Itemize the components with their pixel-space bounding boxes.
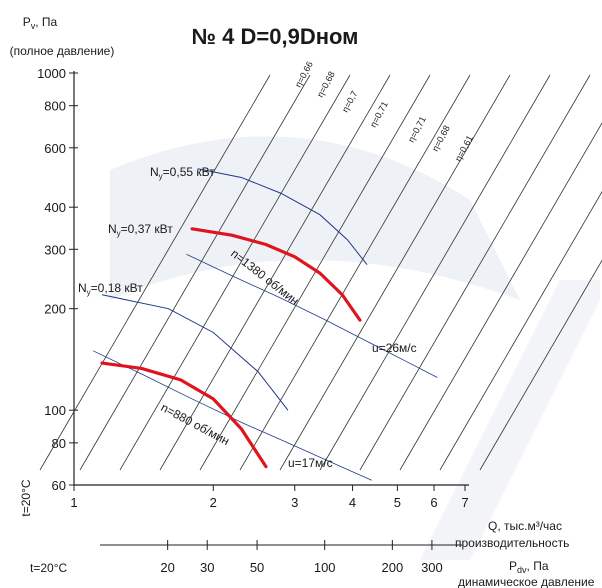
velocity-label: u=26м/с [372, 341, 417, 355]
x-tick-label: 6 [430, 495, 437, 510]
secondary-tick-label: 30 [200, 560, 214, 575]
grid-line [359, 74, 591, 471]
y-axis-description: (полное давление) [10, 44, 115, 58]
efficiency-label: η=0,71 [406, 115, 428, 144]
x-axis-description: производительность [455, 536, 569, 550]
rpm-curve [190, 227, 362, 322]
rpm-curve [100, 361, 268, 469]
x-tick-label: 5 [394, 495, 401, 510]
temperature-label: t=20°С [19, 479, 33, 516]
y-tick-label: 100 [44, 403, 66, 418]
efficiency-label: η=0,7 [340, 89, 360, 114]
power-label: Ny=0,37 кВт [108, 222, 173, 238]
grid-line [239, 74, 471, 471]
y-tick-label: 200 [44, 302, 66, 317]
watermark-logo [110, 136, 520, 300]
efficiency-label: η=0,68 [315, 70, 337, 99]
y-axis-label: Pv, Па [23, 15, 58, 31]
velocity-lines [92, 253, 438, 481]
velocity-line [186, 253, 438, 378]
secondary-axis-description: динамическое давление [458, 575, 595, 588]
x-tick-label: 3 [291, 495, 298, 510]
secondary-tick-label: 200 [382, 560, 404, 575]
grid-line [479, 259, 602, 471]
y-tick-label: 800 [44, 99, 66, 114]
rpm-curves [100, 227, 362, 469]
grid-line [39, 74, 271, 471]
secondary-axis-label: Pdv, Па [509, 559, 549, 575]
grid-line [79, 74, 311, 471]
efficiency-label: η=0,66 [293, 60, 315, 89]
y-tick-label: 600 [44, 141, 66, 156]
secondary-tick-label: 100 [314, 560, 336, 575]
grid-line [279, 74, 511, 471]
grid-line [319, 74, 551, 471]
power-label: Ny=0,18 кВт [78, 281, 143, 297]
grid-line [119, 74, 351, 471]
efficiency-label: η=0,61 [453, 134, 475, 163]
y-tick-label: 1000 [37, 66, 66, 81]
x-axis-label: Q, тыс.м³/час [488, 519, 562, 533]
grid-line [159, 74, 391, 471]
velocity-line [92, 350, 372, 481]
secondary-tick-label: 300 [421, 560, 443, 575]
power-label: Ny=0,55 кВт [150, 165, 215, 181]
y-tick-label: 60 [52, 478, 66, 493]
efficiency-label: η=0,71 [368, 100, 390, 129]
x-tick-label: 4 [349, 495, 356, 510]
power-curves [101, 168, 368, 411]
power-curve [197, 168, 368, 266]
power-curve [101, 294, 289, 411]
secondary-axis-temperature: t=20°С [30, 561, 67, 575]
watermark-stripe [420, 280, 600, 560]
x-tick-label: 7 [461, 495, 468, 510]
secondary-tick-label: 20 [160, 560, 174, 575]
grid-line [399, 122, 602, 471]
y-tick-label: 300 [44, 242, 66, 257]
grid-line [199, 74, 431, 471]
axes: 60 80 100 200 300 400 600 800 1000 1 2 3 4 5 6 7 20 30 50 1… [37, 66, 469, 575]
x-tick-label: 2 [210, 495, 217, 510]
grid [39, 74, 602, 471]
grid-line [439, 190, 602, 471]
y-tick-label: 400 [44, 200, 66, 215]
chart-title: № 4 D=0,9Dном [192, 24, 359, 49]
velocity-label: u=17м/с [288, 456, 333, 470]
secondary-tick-label: 50 [250, 560, 264, 575]
x-tick-label: 1 [70, 495, 77, 510]
y-tick-label: 80 [52, 436, 66, 451]
